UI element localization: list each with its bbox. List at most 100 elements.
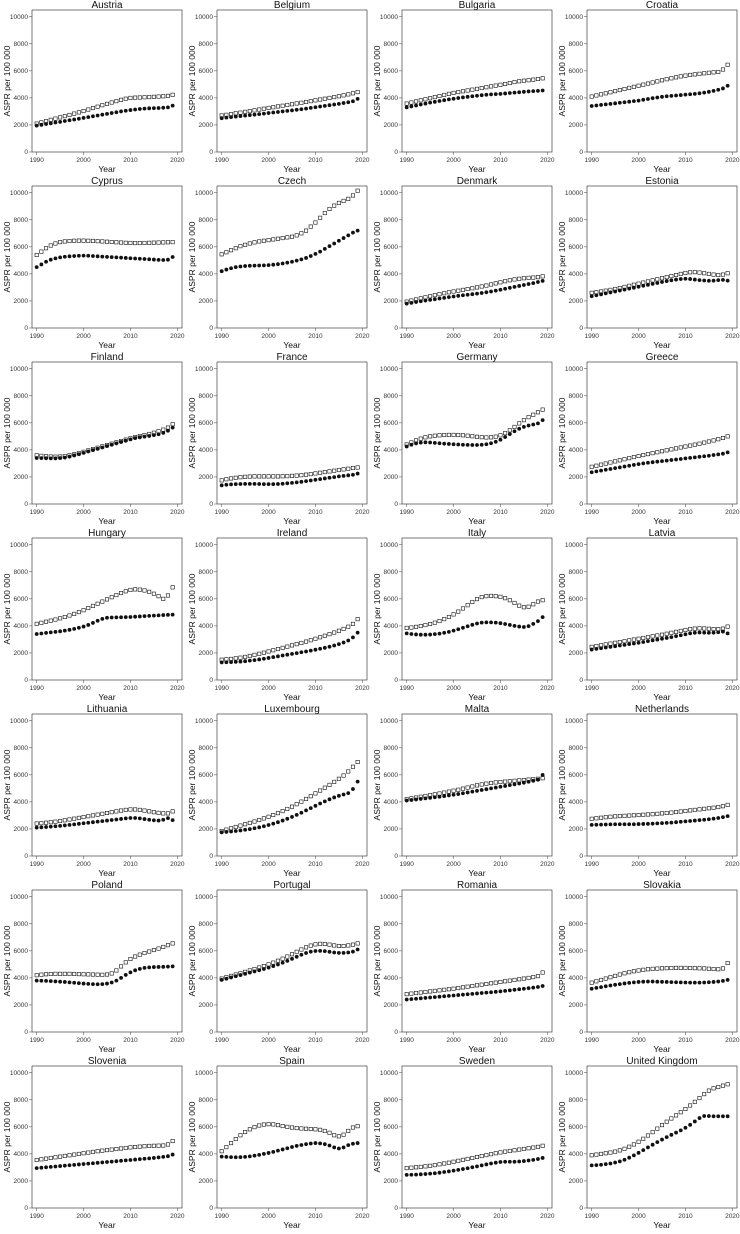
filled-circle-point: [678, 93, 683, 97]
filled-circle-point: [503, 622, 508, 626]
open-square-point: [252, 819, 257, 824]
x-tick-label: 2000: [446, 1213, 461, 1220]
open-square-point: [95, 601, 100, 606]
filled-circle-point: [521, 986, 526, 991]
open-square-point: [105, 810, 110, 815]
filled-circle-point: [451, 442, 456, 447]
open-square-point: [285, 954, 290, 959]
open-square-point: [156, 1143, 161, 1148]
filled-circle-point: [261, 967, 266, 971]
filled-circle-point: [308, 949, 313, 954]
open-square-point: [617, 88, 622, 93]
filled-circle-point: [716, 87, 721, 92]
y-tick-label: 0: [579, 325, 583, 332]
open-square-point: [133, 95, 138, 100]
open-square-point: [540, 76, 545, 81]
filled-circle-point: [526, 779, 531, 784]
x-tick-label: 2000: [631, 333, 646, 340]
filled-circle-point: [285, 1146, 290, 1151]
open-square-point: [716, 967, 721, 972]
filled-circle-point: [475, 93, 479, 98]
open-square-point: [484, 435, 489, 440]
open-square-point: [702, 806, 707, 811]
open-square-point: [72, 816, 77, 821]
filled-circle-point: [594, 103, 599, 108]
x-tick-label: 2020: [725, 685, 740, 692]
filled-circle-point: [219, 1154, 224, 1159]
panel-title: Sweden: [459, 1056, 495, 1067]
filled-circle-point: [346, 233, 351, 238]
open-square-point: [526, 275, 531, 280]
open-square-point: [336, 628, 341, 633]
open-square-point: [76, 238, 81, 243]
open-square-point: [137, 807, 142, 812]
filled-circle-point: [627, 99, 632, 104]
open-square-point: [641, 453, 646, 458]
filled-circle-point: [594, 646, 599, 651]
filled-circle-point: [641, 979, 646, 984]
filled-circle-point: [409, 442, 414, 447]
filled-circle-point: [147, 257, 152, 262]
filled-circle-point: [219, 830, 224, 835]
open-square-point: [664, 966, 669, 971]
filled-circle-point: [613, 466, 618, 471]
filled-circle-point: [327, 644, 332, 649]
filled-circle-point: [721, 815, 725, 820]
open-square-point: [702, 966, 707, 971]
open-square-point: [674, 272, 679, 277]
x-tick-label: 2000: [631, 1213, 646, 1220]
filled-circle-point: [355, 471, 360, 476]
open-square-point: [62, 818, 67, 823]
y-tick-label: 4000: [569, 271, 584, 278]
panel-title: Croatia: [646, 0, 679, 11]
filled-circle-point: [423, 796, 428, 801]
open-square-point: [299, 947, 304, 952]
y-axis-label: ASPR per 100 000: [557, 1101, 567, 1172]
panel-title: Romania: [457, 880, 497, 891]
x-tick-label: 2010: [678, 685, 693, 692]
filled-circle-point: [58, 255, 63, 260]
filled-circle-point: [650, 96, 655, 101]
y-tick-label: 6000: [199, 1124, 214, 1131]
filled-circle-point: [484, 92, 489, 97]
open-square-point: [62, 239, 67, 244]
open-square-point: [589, 464, 594, 469]
open-square-point: [133, 587, 138, 592]
filled-circle-point: [266, 1151, 271, 1155]
filled-circle-point: [327, 103, 332, 108]
open-square-point: [456, 787, 461, 792]
open-square-point: [285, 1124, 290, 1129]
filled-circle-point: [285, 816, 290, 821]
plot-frame: [401, 1065, 553, 1209]
open-square-point: [119, 808, 124, 813]
filled-circle-point: [238, 264, 243, 269]
open-square-point: [280, 1124, 285, 1129]
y-axis-label: ASPR per 100 000: [2, 749, 12, 820]
filled-circle-point: [322, 103, 327, 108]
y-tick-label: 4000: [14, 447, 29, 454]
filled-circle-point: [613, 1160, 618, 1165]
filled-circle-point: [280, 960, 285, 965]
filled-circle-point: [224, 830, 229, 834]
open-square-point: [299, 640, 304, 645]
filled-circle-point: [660, 280, 664, 284]
x-tick-label: 2010: [678, 1037, 693, 1044]
filled-circle-point: [62, 980, 67, 984]
open-square-point: [613, 1149, 618, 1154]
x-tick-label: 2020: [355, 1037, 370, 1044]
open-square-point: [645, 812, 650, 817]
open-square-point: [674, 1113, 679, 1118]
open-square-point: [313, 220, 318, 225]
filled-circle-point: [294, 480, 299, 485]
filled-circle-point: [526, 89, 531, 94]
filled-circle-point: [224, 482, 229, 487]
open-square-point: [137, 587, 142, 592]
filled-circle-point: [498, 784, 503, 789]
open-square-point: [627, 85, 632, 90]
filled-circle-point: [613, 289, 618, 294]
filled-circle-point: [294, 954, 299, 959]
y-tick-label: 8000: [14, 393, 29, 400]
x-tick-label: 2000: [261, 1037, 276, 1044]
